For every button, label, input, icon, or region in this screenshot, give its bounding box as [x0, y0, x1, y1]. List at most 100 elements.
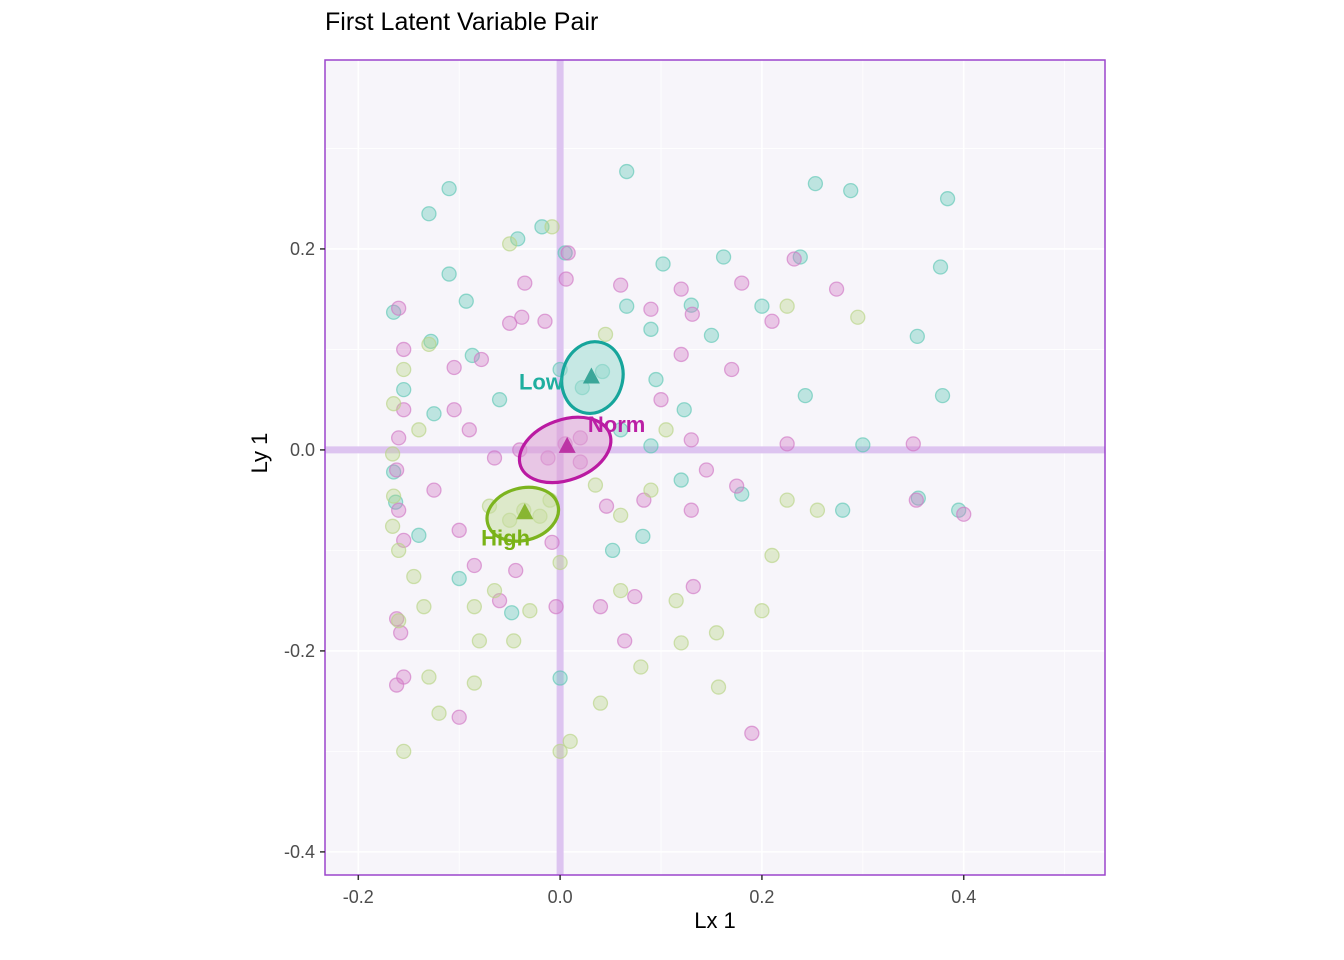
data-point-high	[396, 361, 412, 378]
data-point-high	[502, 236, 518, 252]
data-point-norm	[685, 578, 701, 595]
centroid-norm	[558, 436, 576, 453]
data-point-norm	[393, 625, 409, 641]
data-point-low	[909, 328, 925, 345]
data-point-norm	[451, 522, 467, 538]
data-point-norm	[744, 725, 760, 741]
data-point-norm	[683, 502, 699, 518]
data-point-low	[843, 182, 859, 199]
data-point-norm	[388, 677, 405, 693]
data-point-low	[510, 231, 526, 247]
data-point-high	[522, 603, 538, 619]
data-point-norm	[673, 281, 689, 297]
data-point-norm	[396, 341, 412, 358]
y-tick-label: -0.4	[284, 842, 315, 862]
data-point-high	[506, 633, 522, 649]
data-point-low	[441, 266, 457, 282]
data-point-low	[441, 180, 457, 197]
data-point-norm	[779, 436, 795, 452]
data-point-low	[910, 490, 926, 506]
data-point-low	[834, 502, 851, 518]
data-point-norm	[446, 402, 462, 418]
data-point-norm	[544, 534, 560, 551]
data-point-norm	[592, 599, 609, 615]
data-point-low	[655, 256, 671, 272]
data-point-low	[619, 163, 635, 180]
data-point-high	[406, 568, 422, 585]
data-point-low	[673, 472, 689, 488]
data-point-norm	[828, 281, 845, 297]
data-point-norm	[598, 498, 615, 514]
data-point-high	[421, 336, 437, 353]
x-tick-label: 0.2	[749, 887, 774, 907]
data-point-low	[451, 570, 467, 587]
data-point-low	[934, 387, 951, 404]
data-point-high	[710, 679, 727, 695]
x-tick-label: 0.0	[548, 887, 573, 907]
data-point-low	[676, 402, 692, 418]
data-point-high	[416, 599, 432, 615]
data-point-low	[734, 486, 750, 502]
data-point-high	[562, 733, 578, 749]
data-point-low	[703, 327, 720, 344]
data-point-norm	[956, 506, 972, 522]
data-point-norm	[643, 301, 659, 317]
data-point-norm	[729, 478, 745, 494]
data-point-low	[491, 392, 508, 408]
plot-panel	[325, 60, 1105, 875]
data-point-low	[939, 191, 956, 207]
data-point-high	[552, 743, 568, 760]
data-point-high	[587, 477, 604, 493]
data-point-norm	[905, 436, 921, 452]
data-point-norm	[461, 422, 477, 438]
data-point-norm	[617, 633, 633, 649]
y-tick-label: 0.0	[290, 440, 315, 460]
data-point-high	[764, 547, 780, 564]
data-point-high	[850, 309, 866, 325]
data-point-high	[754, 603, 770, 619]
data-point-norm	[558, 271, 574, 287]
data-point-low	[648, 371, 664, 388]
data-point-norm	[446, 359, 462, 376]
data-point-norm	[908, 492, 924, 508]
data-point-high	[466, 599, 482, 615]
data-point-high	[668, 593, 684, 609]
data-point-norm	[426, 482, 442, 498]
data-point-norm	[627, 588, 643, 605]
data-point-norm	[673, 346, 689, 363]
data-point-low	[932, 259, 949, 275]
data-point-low	[552, 670, 568, 686]
data-point-norm	[391, 502, 407, 518]
data-point-norm	[517, 275, 533, 291]
data-point-high	[411, 422, 427, 438]
data-point-low	[754, 298, 770, 314]
data-point-high	[658, 422, 674, 438]
data-point-norm	[548, 599, 564, 615]
data-point-norm	[613, 277, 629, 293]
data-point-norm	[514, 309, 530, 325]
data-point-high	[597, 326, 614, 342]
data-point-high	[391, 613, 407, 629]
group-label-norm: Norm	[588, 412, 645, 437]
data-point-norm	[388, 611, 405, 627]
data-point-high	[779, 492, 795, 508]
plot-title: First Latent Variable Pair	[325, 8, 599, 36]
data-point-low	[387, 494, 404, 510]
data-point-low	[619, 298, 635, 314]
data-point-high	[466, 675, 482, 691]
panel-border	[324, 59, 1106, 876]
data-point-norm	[734, 275, 750, 291]
data-point-high	[613, 507, 629, 523]
data-point-norm	[388, 462, 405, 478]
data-point-low	[855, 437, 871, 453]
data-point-norm	[683, 432, 699, 448]
data-point-norm	[723, 361, 740, 378]
y-tick-label: 0.2	[290, 239, 315, 259]
data-point-high	[396, 743, 412, 760]
data-point-low	[426, 406, 442, 422]
data-point-norm	[786, 251, 802, 267]
data-point-high	[809, 502, 826, 518]
data-point-low	[643, 321, 659, 337]
